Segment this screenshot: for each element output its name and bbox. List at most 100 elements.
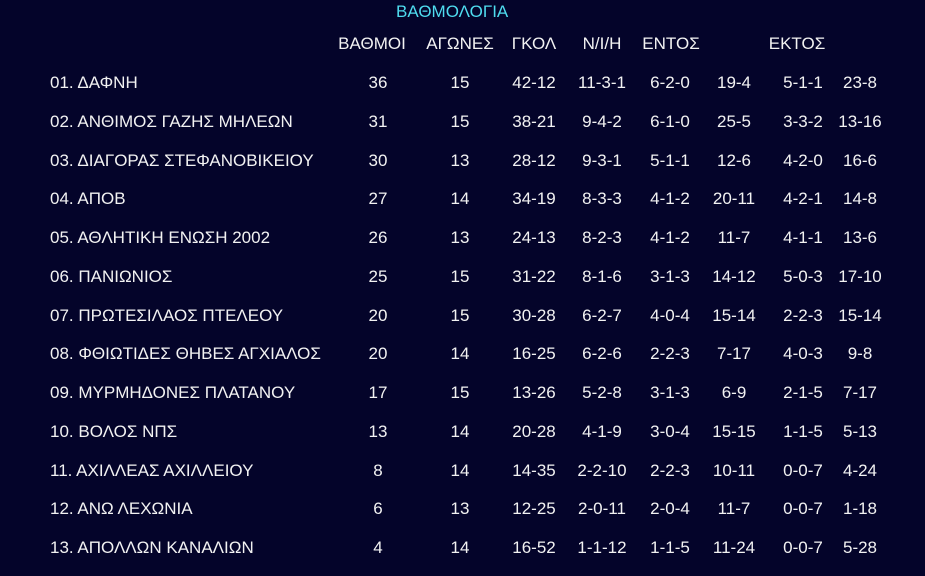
cell-home-wdl: 3-1-3 bbox=[650, 266, 690, 286]
cell-goals: 38-21 bbox=[512, 111, 556, 131]
cell-games: 13 bbox=[450, 228, 470, 247]
cell-games: 14 bbox=[450, 344, 470, 364]
cell-away-goals: 5-28 bbox=[842, 538, 878, 557]
team-name: 07. ΠΡΩΤΕΣΙΛΑΟΣ ΠΤΕΛΕΟΥ bbox=[50, 305, 284, 325]
cell-home-wdl: 2-0-4 bbox=[650, 499, 690, 519]
cell-points: 31 bbox=[368, 111, 388, 131]
cell-home-wdl: 6-2-0 bbox=[650, 73, 690, 92]
cell-away-wdl: 2-1-5 bbox=[783, 383, 823, 402]
cell-away-goals: 13-6 bbox=[842, 228, 878, 247]
cell-goals: 13-26 bbox=[512, 383, 556, 402]
team-name: 02. ΑΝΘΙΜΟΣ ΓΑΖΗΣ ΜΗΛΕΩΝ bbox=[50, 111, 293, 131]
team-name: 12. ΑΝΩ ΛΕΧΩΝΙΑ bbox=[50, 499, 193, 519]
cell-goals: 16-52 bbox=[512, 538, 556, 557]
team-name: 03. ΔΙΑΓΟΡΑΣ ΣΤΕΦΑΝΟΒΙΚΕΙΟΥ bbox=[50, 150, 314, 170]
cell-away-wdl: 4-2-0 bbox=[783, 150, 823, 170]
cell-games: 13 bbox=[450, 499, 470, 519]
standings-title: ΒΑΘΜΟΛΟΓΙΑ bbox=[396, 2, 509, 21]
cell-away-wdl: 3-3-2 bbox=[783, 111, 823, 131]
cell-home-goals: 7-17 bbox=[716, 344, 752, 364]
cell-points: 4 bbox=[373, 538, 383, 557]
cell-points: 27 bbox=[368, 189, 388, 209]
cell-wdl: 6-2-7 bbox=[582, 305, 622, 325]
cell-goals: 24-13 bbox=[512, 228, 556, 247]
cell-games: 14 bbox=[450, 538, 470, 557]
cell-home-goals: 19-4 bbox=[716, 73, 752, 92]
cell-points: 8 bbox=[373, 460, 383, 480]
cell-home-wdl: 4-1-2 bbox=[650, 189, 690, 209]
cell-away-goals: 15-14 bbox=[838, 305, 882, 325]
cell-home-wdl: 5-1-1 bbox=[650, 150, 690, 170]
team-name: 08. ΦΘΙΩΤΙΔΕΣ ΘΗΒΕΣ ΑΓΧΙΑΛΟΣ bbox=[50, 344, 321, 364]
cell-home-wdl: 4-0-4 bbox=[650, 305, 690, 325]
cell-goals: 34-19 bbox=[512, 189, 556, 209]
cell-home-goals: 15-15 bbox=[712, 421, 756, 441]
header-away: ΕΚΤΟΣ bbox=[768, 34, 826, 53]
cell-wdl: 2-2-10 bbox=[577, 460, 627, 480]
cell-wdl: 8-1-6 bbox=[582, 266, 622, 286]
cell-away-goals: 7-17 bbox=[842, 383, 878, 402]
cell-home-wdl: 1-1-5 bbox=[650, 538, 690, 557]
cell-wdl: 2-0-11 bbox=[578, 499, 626, 519]
cell-away-wdl: 0-0-7 bbox=[783, 460, 823, 480]
team-name: 01. ΔΑΦΝΗ bbox=[50, 73, 138, 92]
cell-goals: 20-28 bbox=[512, 421, 556, 441]
cell-points: 17 bbox=[368, 383, 388, 402]
header-home: ΕΝΤΟΣ bbox=[642, 34, 700, 53]
header-goals: ΓΚΟΛ bbox=[511, 34, 557, 53]
cell-home-wdl: 6-1-0 bbox=[650, 111, 690, 131]
cell-wdl: 5-2-8 bbox=[582, 383, 622, 402]
cell-away-wdl: 5-0-3 bbox=[783, 266, 823, 286]
team-name: 11. ΑΧΙΛΛΕΑΣ ΑΧΙΛΛΕΙΟΥ bbox=[50, 460, 254, 480]
cell-games: 15 bbox=[450, 266, 470, 286]
cell-wdl: 1-1-12 bbox=[577, 538, 627, 557]
cell-points: 26 bbox=[368, 228, 388, 247]
cell-away-wdl: 0-0-7 bbox=[783, 499, 823, 519]
cell-points: 20 bbox=[368, 305, 388, 325]
cell-goals: 16-25 bbox=[512, 344, 556, 364]
cell-points: 13 bbox=[368, 421, 388, 441]
cell-away-goals: 9-8 bbox=[847, 344, 873, 364]
cell-games: 15 bbox=[450, 383, 470, 402]
cell-points: 20 bbox=[368, 344, 388, 364]
cell-home-goals: 20-11 bbox=[712, 189, 756, 209]
cell-home-goals: 12-6 bbox=[716, 150, 752, 170]
cell-home-goals: 11-24 bbox=[712, 538, 756, 557]
cell-away-wdl: 4-0-3 bbox=[783, 344, 823, 364]
cell-goals: 31-22 bbox=[512, 266, 556, 286]
cell-wdl: 4-1-9 bbox=[582, 421, 622, 441]
cell-games: 13 bbox=[450, 150, 470, 170]
cell-points: 25 bbox=[368, 266, 388, 286]
team-name: 10. ΒΟΛΟΣ ΝΠΣ bbox=[50, 421, 178, 441]
team-name: 04. ΑΠΟΒ bbox=[50, 189, 126, 209]
cell-away-goals: 5-13 bbox=[842, 421, 878, 441]
cell-away-goals: 23-8 bbox=[842, 73, 878, 92]
header-wdl: Ν/Ι/Η bbox=[582, 34, 622, 53]
cell-away-goals: 13-16 bbox=[838, 111, 882, 131]
cell-wdl: 9-4-2 bbox=[582, 111, 622, 131]
cell-wdl: 9-3-1 bbox=[582, 150, 622, 170]
cell-home-wdl: 4-1-2 bbox=[650, 228, 690, 247]
cell-games: 14 bbox=[450, 460, 470, 480]
cell-home-goals: 11-7 bbox=[717, 499, 751, 519]
cell-home-goals: 14-12 bbox=[712, 266, 756, 286]
cell-wdl: 11-3-1 bbox=[578, 73, 626, 92]
cell-away-goals: 4-24 bbox=[842, 460, 878, 480]
cell-games: 15 bbox=[450, 305, 470, 325]
cell-games: 15 bbox=[450, 111, 470, 131]
cell-home-wdl: 3-0-4 bbox=[650, 421, 690, 441]
cell-goals: 28-12 bbox=[512, 150, 556, 170]
cell-away-goals: 14-8 bbox=[842, 189, 878, 209]
cell-home-goals: 6-9 bbox=[721, 383, 747, 402]
header-points: ΒΑΘΜΟΙ bbox=[338, 34, 406, 53]
cell-home-wdl: 2-2-3 bbox=[650, 344, 690, 364]
cell-points: 6 bbox=[373, 499, 383, 519]
team-name: 13. ΑΠΟΛΛΩΝ ΚΑΝΑΛΙΩΝ bbox=[50, 538, 254, 557]
cell-away-wdl: 2-2-3 bbox=[783, 305, 823, 325]
cell-away-wdl: 4-1-1 bbox=[783, 228, 823, 247]
cell-home-wdl: 3-1-3 bbox=[650, 383, 690, 402]
cell-away-wdl: 4-2-1 bbox=[783, 189, 823, 209]
header-games: ΑΓΩΝΕΣ bbox=[426, 34, 494, 53]
cell-away-wdl: 5-1-1 bbox=[783, 73, 823, 92]
cell-away-wdl: 0-0-7 bbox=[783, 538, 823, 557]
